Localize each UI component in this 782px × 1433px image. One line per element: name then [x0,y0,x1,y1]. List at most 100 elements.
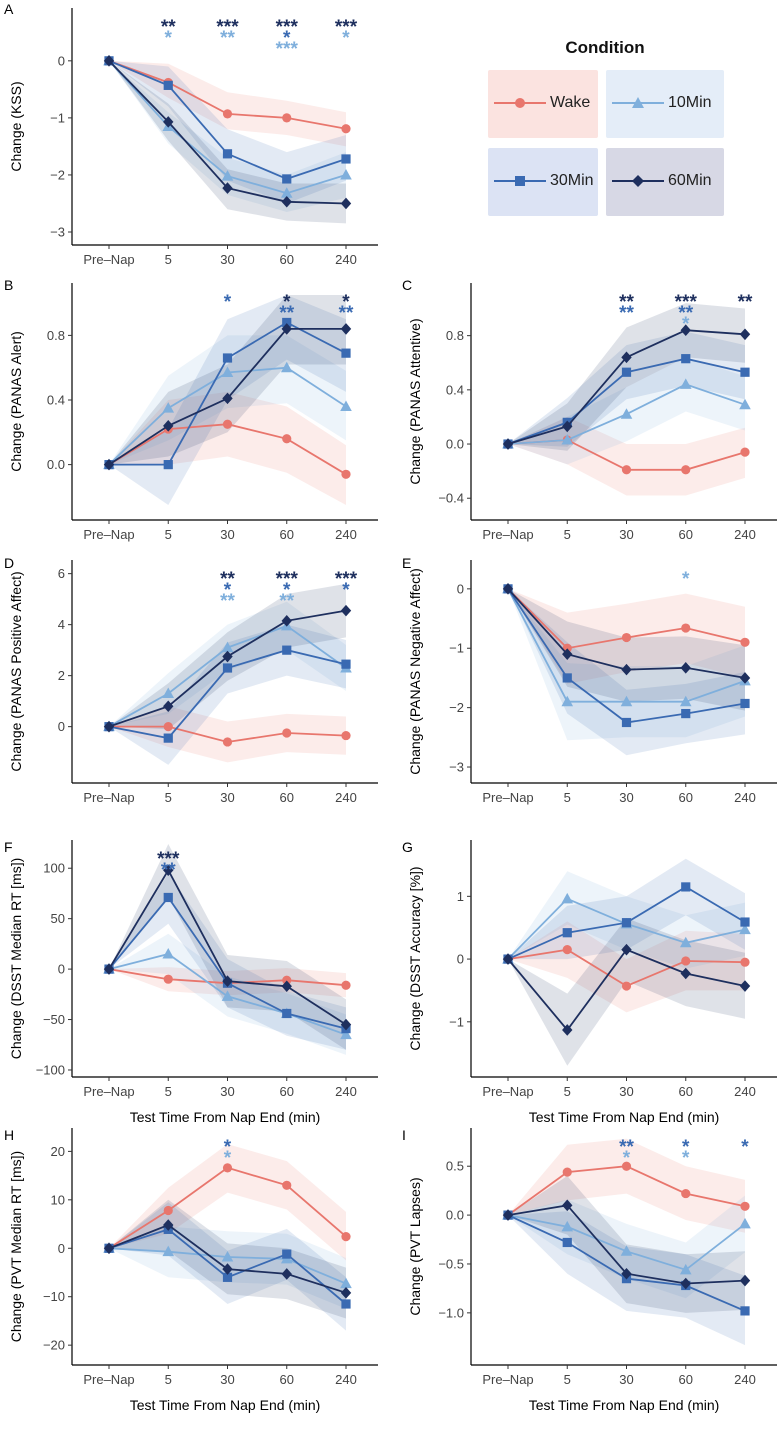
point-m10 [620,695,633,707]
point-m10 [221,366,234,378]
x-tick-label: 60 [280,527,294,542]
point-m60 [562,1199,573,1212]
panel-I: I 0.5 0.0 −0.5 −1.0 Pre–Nap 5 30 60 240 Change (PV… [402,1127,777,1413]
point-m10 [561,433,574,445]
point-m60 [739,1274,751,1287]
legend-swatch-30min [494,176,546,186]
point-m60 [103,963,115,975]
point-m60 [340,1287,352,1299]
point-wake [681,623,691,633]
x-tick-label: 60 [679,1084,693,1099]
point-m60 [502,583,514,595]
y-tick-label: −2 [449,700,464,715]
point-m30 [562,1237,572,1248]
point-m60 [739,672,751,684]
y-tick-label: 50 [51,911,65,926]
x-tick-label: Pre–Nap [482,1372,533,1387]
y-tick-label: 0.5 [446,1159,464,1174]
point-wake [222,109,233,119]
point-wake [163,1205,173,1216]
x-tick-label: 240 [734,1372,756,1387]
point-wake [681,465,691,475]
significance-stars: ** [220,569,235,590]
point-m60 [281,195,292,208]
significance-stars: ** [738,292,753,313]
point-m60 [621,663,632,676]
point-m60 [163,864,174,877]
x-tick-label: Pre–Nap [482,1084,533,1099]
x-tick-label: 60 [280,252,294,267]
significance-stars: * [224,1137,232,1158]
point-m10 [679,936,692,948]
significance-stars: ** [279,303,294,324]
significance-stars: * [283,292,291,313]
point-wake [681,956,691,966]
point-m60 [281,323,292,335]
significance-stars: * [224,1148,232,1169]
point-wake [341,730,351,741]
y-axis-title: Change (PANAS Attentive) [407,318,423,484]
legend-label-60min: 60Min [668,172,712,189]
point-m10 [340,1028,352,1040]
y-axis-title: Change (PANAS Alert) [8,331,24,472]
point-m30 [341,154,351,164]
y-tick-label: 0.0 [446,437,464,452]
significance-stars: * [342,292,350,313]
point-m30 [740,917,750,927]
y-tick-label: 0.4 [47,393,65,408]
significance-stars: ** [619,292,634,313]
y-tick-label: 0.0 [446,1208,464,1223]
point-m60 [739,328,751,341]
x-axis-title: Test Time From Nap End (min) [130,1397,321,1413]
significance-stars: * [283,580,291,601]
y-tick-label: 1 [457,889,464,904]
point-m60 [103,1242,115,1255]
x-tick-label: 5 [165,527,172,542]
x-tick-label: 5 [564,1084,571,1099]
panel-G: G 1 0 −1 Pre–Nap 5 30 60 240 Change (DSST Accurac… [402,839,777,1125]
point-m30 [681,354,691,364]
significance-stars: * [342,580,350,601]
panel-label: A [4,1,14,17]
point-wake [740,957,750,967]
point-m30 [222,1272,233,1282]
x-tick-label: Pre–Nap [83,1084,134,1099]
point-m60 [562,1024,573,1036]
point-m60 [680,662,691,674]
point-m60 [340,197,352,210]
x-tick-label: 240 [734,527,756,542]
legend-swatch-60min [612,175,664,187]
panel-label: H [4,1127,14,1143]
significance-stars: *** [157,849,180,870]
point-m60 [163,116,174,128]
point-m10 [340,168,352,180]
significance-stars: * [682,1148,690,1169]
ci-band-wake [508,1138,745,1233]
point-m60 [680,967,691,980]
point-m30 [222,663,233,673]
ci-band-m30 [109,873,346,1050]
point-m10 [739,1217,751,1229]
y-axis-title: Change (KSS) [8,81,24,171]
y-tick-label: 2 [58,668,65,683]
x-tick-label: 30 [619,527,633,542]
significance-stars: * [342,28,350,49]
point-m30 [163,892,173,903]
point-m10 [340,1277,352,1289]
point-m30 [740,698,750,709]
x-tick-label: 30 [220,790,234,805]
point-wake [621,632,632,643]
x-tick-label: 5 [564,1372,571,1387]
point-m10 [561,695,574,707]
point-m60 [103,55,115,67]
significance-stars: ** [619,1137,634,1158]
panel-C: C −0.4 0.0 0.4 0.8 Pre–Nap 5 30 60 240 Change (PAN… [402,277,777,542]
point-wake [562,1167,572,1177]
x-tick-label: 240 [335,1372,357,1387]
y-tick-label: 0.8 [47,328,65,343]
point-m30 [341,659,351,669]
legend-label-wake: Wake [550,94,591,111]
point-m10 [162,947,175,959]
point-m10 [561,1220,574,1232]
point-wake [341,469,351,479]
